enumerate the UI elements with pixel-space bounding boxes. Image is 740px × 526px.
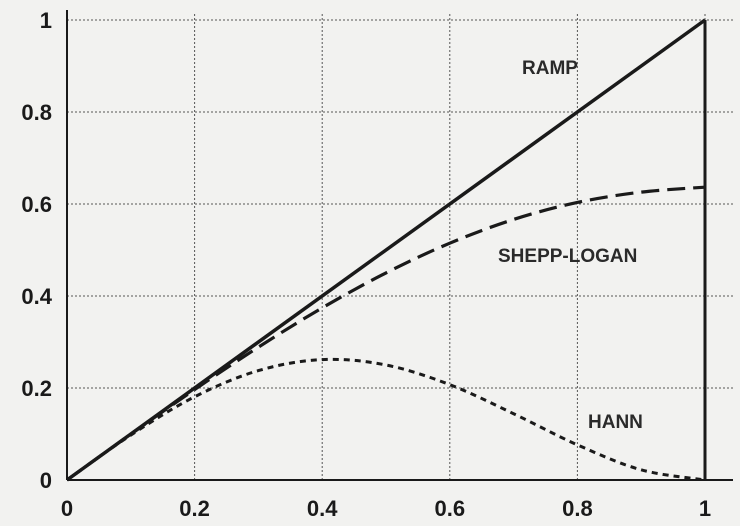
annotation-ramp: RAMP — [522, 58, 578, 79]
y-tick-label: 0 — [40, 468, 52, 493]
series-line-shepp-logan — [66, 185, 706, 482]
x-tick-label: 0.2 — [179, 496, 210, 521]
y-tick-label: 0.8 — [21, 100, 52, 125]
tick-labels: 0 0.2 0.4 0.6 0.8 1 0 0.2 0.4 0.6 0.8 1 — [21, 8, 711, 521]
y-tick-label: 0.4 — [21, 284, 52, 309]
y-tick-label: 1 — [40, 8, 52, 33]
y-tick-label: 0.6 — [21, 192, 52, 217]
axes — [66, 10, 733, 481]
x-tick-label: 0.4 — [307, 496, 338, 521]
x-tick-label: 0 — [61, 496, 73, 521]
x-tick-label: 0.8 — [562, 496, 593, 521]
x-tick-label: 1 — [699, 496, 711, 521]
series — [65, 18, 707, 482]
annotations: RAMP SHEPP-LOGAN HANN — [498, 58, 643, 433]
x-tick-label: 0.6 — [435, 496, 466, 521]
annotation-hann: HANN — [588, 412, 643, 433]
y-tick-label: 0.2 — [21, 376, 52, 401]
annotation-shepp-logan: SHEPP-LOGAN — [498, 246, 637, 267]
